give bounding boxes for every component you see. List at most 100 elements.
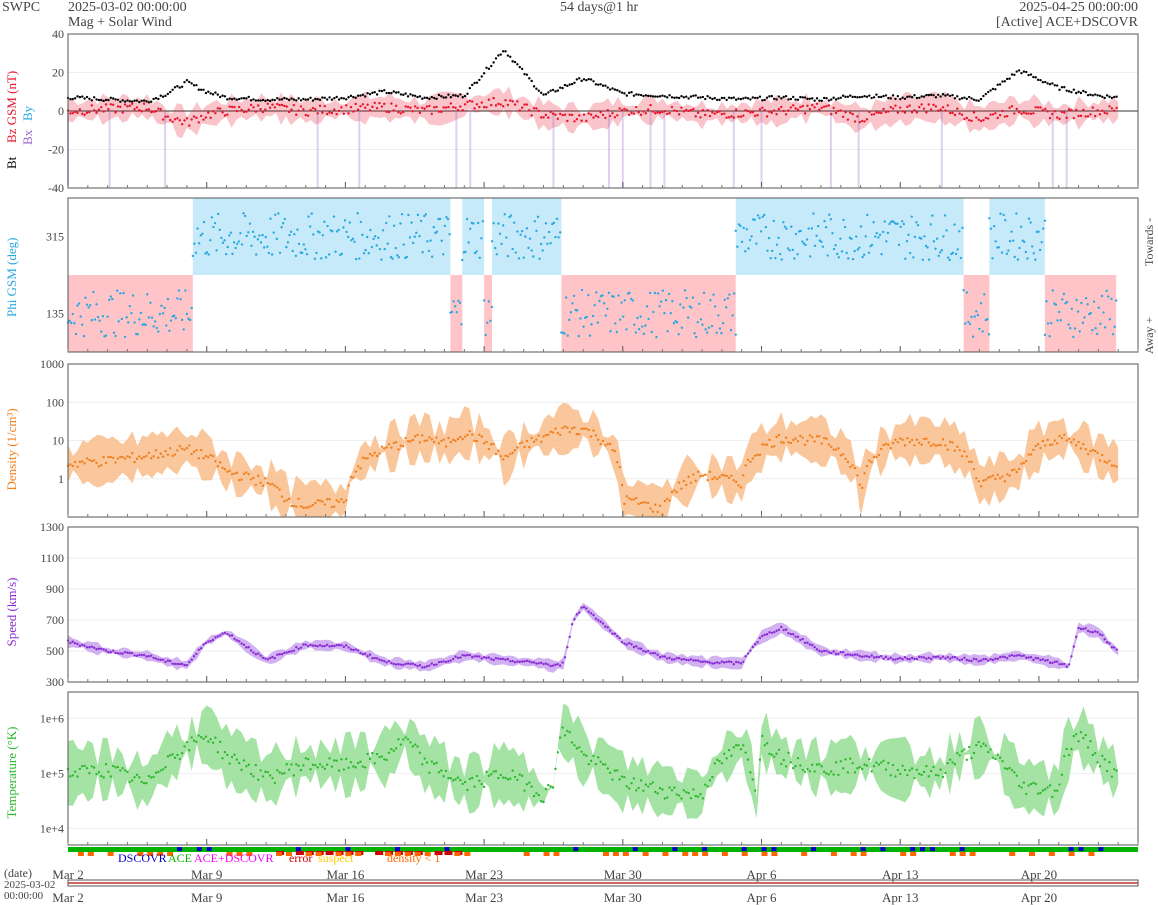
- speed-point: [822, 649, 826, 653]
- speed-point: [853, 653, 857, 656]
- temperature-point: [83, 764, 86, 768]
- phi-point: [647, 317, 650, 321]
- bz-point: [323, 104, 326, 108]
- temperature-point: [1010, 768, 1014, 772]
- speed-point: [792, 633, 795, 636]
- phi-point: [872, 221, 875, 224]
- temperature-point: [366, 752, 369, 756]
- speed-point: [580, 606, 583, 609]
- bt-point: [259, 99, 262, 102]
- speed-ytick-4: 1100: [40, 551, 64, 565]
- phi-point: [747, 247, 750, 250]
- speed-point: [306, 644, 310, 648]
- bt-point: [333, 97, 336, 100]
- temperature-point: [972, 751, 976, 755]
- bz-point: [321, 111, 324, 114]
- bt-point: [197, 88, 200, 91]
- temperature-point: [321, 765, 324, 768]
- xaxis-label-bottom-5: Apr 6: [747, 890, 777, 905]
- bt-point: [480, 75, 483, 78]
- temperature-point: [965, 758, 968, 762]
- bz-point: [518, 109, 521, 112]
- phi-point: [209, 239, 212, 242]
- bt-point: [366, 91, 369, 95]
- speed-point: [230, 634, 234, 637]
- source-density-mark: [692, 852, 699, 856]
- phi-point: [426, 240, 429, 243]
- phi-point: [1004, 219, 1007, 222]
- phi-point: [442, 253, 445, 256]
- bt-point: [1025, 70, 1028, 74]
- phi-point: [248, 222, 252, 225]
- speed-point: [121, 652, 124, 655]
- bz-point: [349, 105, 353, 109]
- speed-point: [920, 655, 923, 659]
- phi-point: [106, 315, 109, 318]
- phi-point: [971, 335, 975, 338]
- bz-point: [102, 110, 105, 113]
- density-point: [958, 448, 961, 452]
- bz-point: [475, 103, 479, 106]
- density-point: [573, 426, 576, 429]
- temperature-point: [411, 745, 414, 748]
- speed-point: [620, 641, 624, 644]
- phi-point: [609, 329, 612, 333]
- bz-point: [808, 107, 812, 111]
- bz-point: [285, 105, 288, 108]
- bz-point: [830, 112, 833, 116]
- speed-point: [364, 652, 367, 656]
- bz-point: [1091, 106, 1095, 109]
- temperature-point: [1046, 786, 1049, 789]
- bt-point: [404, 92, 407, 95]
- bt-point: [383, 89, 386, 92]
- bz-point: [123, 103, 127, 106]
- bt-point: [737, 97, 740, 100]
- density-point: [630, 498, 633, 501]
- speed-point: [539, 661, 543, 664]
- temperature-point: [390, 748, 393, 751]
- bz-point: [656, 111, 659, 114]
- density-point: [815, 435, 819, 438]
- speed-point: [157, 658, 160, 661]
- bz-point: [466, 100, 469, 104]
- bt-point: [806, 97, 809, 101]
- bt-point: [1008, 77, 1011, 80]
- source-density-mark: [553, 852, 560, 856]
- speed-point: [119, 652, 122, 655]
- phi-point: [1062, 292, 1066, 296]
- phi-point: [1081, 321, 1085, 325]
- density-ylabel: Density (1/cm³): [4, 408, 19, 490]
- phi-point: [981, 330, 984, 333]
- speed-point: [528, 660, 531, 663]
- bt-point: [979, 97, 983, 101]
- bz-point: [929, 108, 933, 111]
- source-dscovr-mark: [345, 847, 351, 851]
- temperature-point: [1029, 782, 1033, 786]
- speed-point: [223, 631, 227, 634]
- temperature-point: [601, 763, 605, 766]
- source-density-mark: [1029, 852, 1036, 856]
- bz-point: [996, 116, 999, 120]
- bt-point: [860, 95, 864, 99]
- speed-point: [494, 656, 498, 660]
- bz-point: [915, 111, 919, 114]
- density-point: [285, 499, 288, 502]
- speed-point: [751, 645, 754, 649]
- bz-point: [723, 112, 726, 115]
- bt-point: [128, 100, 132, 103]
- bt-point: [1103, 96, 1106, 100]
- density-point: [280, 495, 284, 498]
- bz-point: [906, 105, 909, 109]
- bt-point: [449, 96, 453, 99]
- temperature-point: [1006, 767, 1009, 771]
- bz-point: [627, 113, 631, 117]
- phi-point: [455, 311, 458, 314]
- temperature-point: [963, 748, 966, 751]
- temperature-point: [1053, 789, 1056, 792]
- bt-point: [877, 95, 881, 99]
- temperature-point: [616, 769, 619, 772]
- mag-ytick-2: 0: [58, 104, 64, 118]
- phi-point: [258, 234, 261, 237]
- bz-point: [863, 120, 866, 123]
- bz-point: [685, 108, 688, 112]
